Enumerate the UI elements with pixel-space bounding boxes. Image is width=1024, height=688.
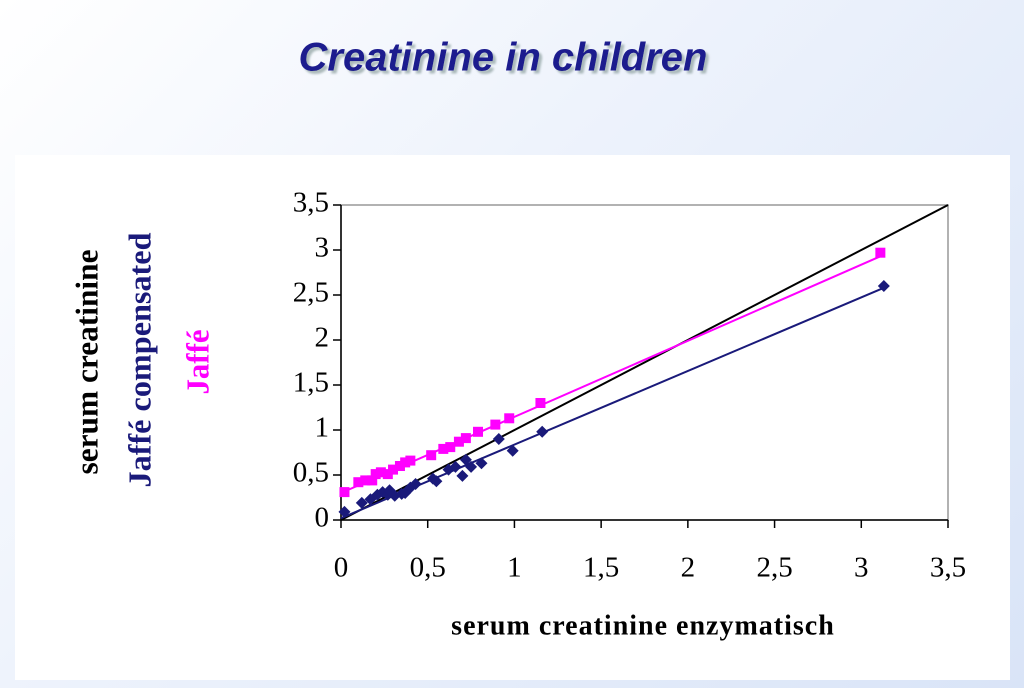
point [388,464,399,475]
point [475,457,488,470]
legend-entry: Jaffé compensated [121,232,157,487]
point [460,433,471,444]
y-tick-label: 1,5 [293,367,329,399]
point [367,475,378,486]
point [504,413,515,424]
point [400,457,411,468]
point [506,444,519,457]
point [430,475,443,488]
point [426,450,437,461]
point [353,477,364,488]
point [360,475,371,486]
point [339,487,350,498]
x-tick-label: 2 [681,552,696,584]
y-tick-label: 3,5 [293,187,329,219]
point [405,455,416,466]
point [370,469,381,480]
y-tick-label: 1 [315,412,330,444]
x-tick-label: 0 [334,552,349,584]
point [535,398,546,408]
point [473,426,484,437]
identity-line [340,204,949,521]
point [456,469,469,482]
slide-title: Creatinine in children [299,36,708,80]
point [492,433,505,445]
y-axis-title: serum creatinine [68,250,104,475]
point [355,496,368,509]
y-tick-label: 3 [315,232,330,264]
point [536,425,549,438]
point [875,247,886,258]
point [375,467,386,478]
point [877,280,890,292]
x-tick-label: 1 [507,552,522,584]
point [459,453,472,466]
y-tick-label: 2 [315,322,330,354]
x-tick-label: 2,5 [756,552,792,584]
x-tick-label: 0,5 [410,552,446,584]
y-tick-label: 2,5 [293,277,329,309]
legend-entry: Jaffé [179,330,215,395]
x-tick-label: 3,5 [930,552,966,584]
x-axis-title: serum creatinine enzymatisch [451,610,835,641]
x-tick-label: 1,5 [583,552,619,584]
y-tick-label: 0 [315,502,330,534]
point [382,469,393,480]
y-tick-label: 0,5 [293,457,329,489]
point [453,436,464,447]
point [490,419,501,430]
x-tick-label: 3 [854,552,869,584]
point [394,461,405,471]
point [449,460,462,473]
point [338,505,351,518]
point [409,478,422,490]
point [438,443,449,454]
point [445,442,456,453]
point [465,460,478,473]
